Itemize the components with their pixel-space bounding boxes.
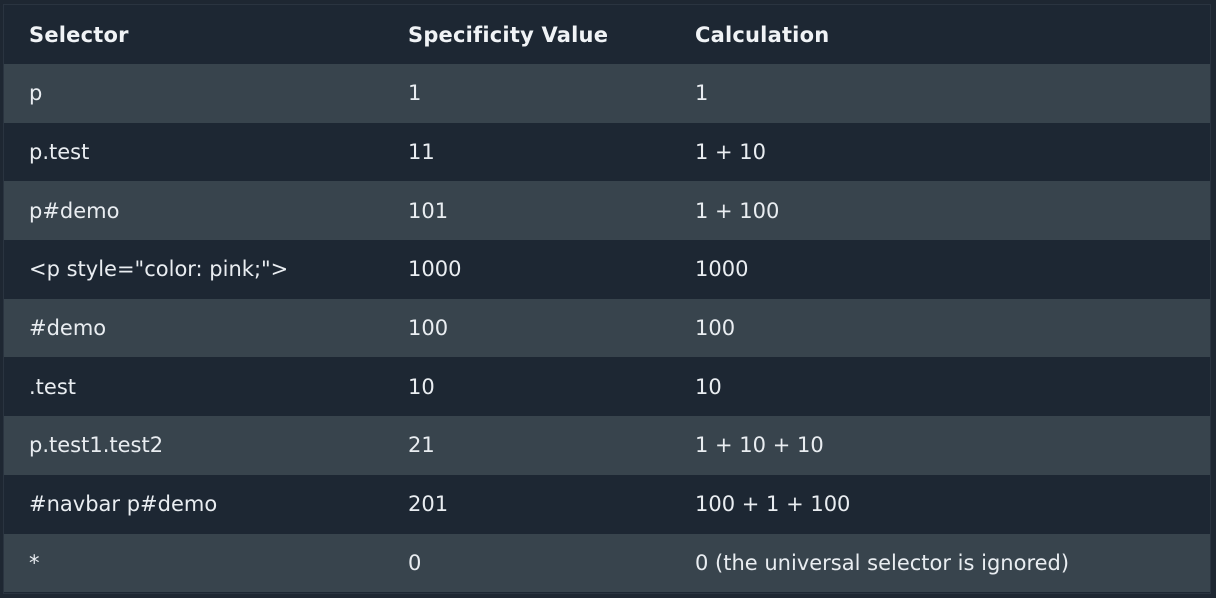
table-row: p.test 11 1 + 10 bbox=[4, 122, 1210, 182]
table-row: .test 10 10 bbox=[4, 357, 1210, 417]
cell-selector: <p style="color: pink;"> bbox=[4, 240, 383, 299]
cell-selector: p#demo bbox=[4, 181, 383, 241]
table-row: p 1 1 bbox=[4, 64, 1210, 123]
cell-specificity-value: 0 bbox=[383, 533, 670, 593]
table-row: <p style="color: pink;"> 1000 1000 bbox=[4, 240, 1210, 299]
table-row: p.test1.test2 21 1 + 10 + 10 bbox=[4, 416, 1210, 475]
cell-specificity-value: 101 bbox=[383, 181, 670, 241]
cell-selector: p.test1.test2 bbox=[4, 416, 383, 475]
table-header: Selector Specificity Value Calculation bbox=[4, 5, 1210, 64]
cell-calculation: 1 + 100 bbox=[670, 181, 1210, 241]
cell-calculation: 0 (the universal selector is ignored) bbox=[670, 533, 1210, 593]
cell-specificity-value: 11 bbox=[383, 122, 670, 182]
table-row: * 0 0 (the universal selector is ignored… bbox=[4, 533, 1210, 593]
specificity-table-container: Selector Specificity Value Calculation p… bbox=[4, 5, 1210, 593]
cell-selector: #demo bbox=[4, 298, 383, 358]
table-body: p 1 1 p.test 11 1 + 10 p#demo 101 1 + 10… bbox=[4, 64, 1210, 593]
table-row: #demo 100 100 bbox=[4, 298, 1210, 358]
cell-calculation: 100 + 1 + 100 bbox=[670, 474, 1210, 534]
specificity-table: Selector Specificity Value Calculation p… bbox=[4, 5, 1210, 593]
cell-calculation: 1 bbox=[670, 64, 1210, 123]
cell-calculation: 100 bbox=[670, 298, 1210, 358]
table-row: p#demo 101 1 + 100 bbox=[4, 181, 1210, 241]
cell-selector: #navbar p#demo bbox=[4, 474, 383, 534]
header-calculation: Calculation bbox=[670, 5, 1210, 64]
cell-calculation: 1 + 10 bbox=[670, 122, 1210, 182]
cell-specificity-value: 1000 bbox=[383, 240, 670, 299]
header-specificity-value: Specificity Value bbox=[383, 5, 670, 64]
cell-selector: p.test bbox=[4, 122, 383, 182]
cell-calculation: 1 + 10 + 10 bbox=[670, 416, 1210, 475]
cell-calculation: 10 bbox=[670, 357, 1210, 417]
cell-specificity-value: 21 bbox=[383, 416, 670, 475]
header-row: Selector Specificity Value Calculation bbox=[4, 5, 1210, 64]
header-selector: Selector bbox=[4, 5, 383, 64]
cell-selector: .test bbox=[4, 357, 383, 417]
cell-selector: p bbox=[4, 64, 383, 123]
table-row: #navbar p#demo 201 100 + 1 + 100 bbox=[4, 474, 1210, 534]
cell-specificity-value: 201 bbox=[383, 474, 670, 534]
cell-calculation: 1000 bbox=[670, 240, 1210, 299]
cell-specificity-value: 100 bbox=[383, 298, 670, 358]
cell-specificity-value: 10 bbox=[383, 357, 670, 417]
cell-selector: * bbox=[4, 533, 383, 593]
cell-specificity-value: 1 bbox=[383, 64, 670, 123]
